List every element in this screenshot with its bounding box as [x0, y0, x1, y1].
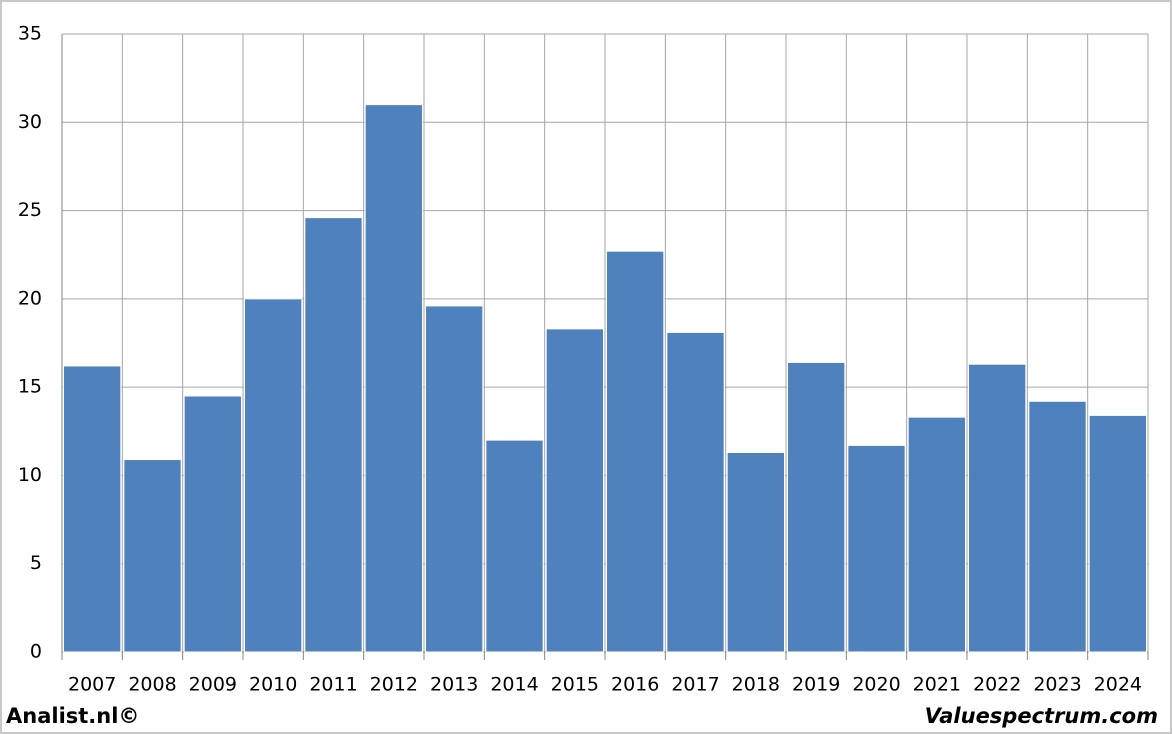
x-tick-label: 2012	[370, 674, 418, 696]
y-tick-label: 15	[18, 376, 42, 398]
x-tick-label: 2007	[68, 674, 116, 696]
bar	[244, 298, 303, 653]
x-tick-label: 2021	[913, 674, 961, 696]
bar	[726, 451, 785, 653]
x-tick-label: 2014	[490, 674, 538, 696]
x-tick-label: 2013	[430, 674, 478, 696]
bar	[1028, 400, 1087, 653]
y-tick-label: 35	[18, 23, 42, 45]
x-tick-label: 2016	[611, 674, 659, 696]
x-tick-label: 2020	[852, 674, 900, 696]
x-tick-label: 2011	[309, 674, 357, 696]
x-tick-label: 2018	[732, 674, 780, 696]
y-tick-label: 25	[18, 199, 42, 221]
bar	[968, 363, 1027, 653]
bar	[183, 395, 242, 653]
bar	[1088, 414, 1147, 653]
y-tick-label: 5	[30, 552, 42, 574]
bar	[485, 439, 544, 653]
bar	[545, 328, 604, 653]
x-tick-label: 2008	[128, 674, 176, 696]
footer-left: Analist.nl©	[6, 704, 139, 728]
bar	[364, 104, 423, 653]
bar	[847, 444, 906, 653]
y-tick-label: 30	[18, 111, 42, 133]
bar	[907, 416, 966, 653]
x-tick-label: 2024	[1094, 674, 1142, 696]
y-tick-label: 20	[18, 287, 42, 309]
bar	[606, 250, 665, 653]
x-tick-label: 2015	[551, 674, 599, 696]
bar	[425, 305, 484, 653]
bar	[63, 365, 122, 653]
x-tick-label: 2019	[792, 674, 840, 696]
x-tick-label: 2010	[249, 674, 297, 696]
x-tick-label: 2023	[1033, 674, 1081, 696]
bar	[787, 361, 846, 653]
bar	[304, 217, 363, 653]
y-tick-label: 0	[30, 641, 42, 663]
x-tick-label: 2017	[671, 674, 719, 696]
x-tick-label: 2009	[189, 674, 237, 696]
bar	[123, 459, 182, 653]
y-tick-label: 10	[18, 464, 42, 486]
bar	[666, 331, 725, 653]
footer-right: Valuespectrum.com	[925, 704, 1158, 728]
x-tick-label: 2022	[973, 674, 1021, 696]
